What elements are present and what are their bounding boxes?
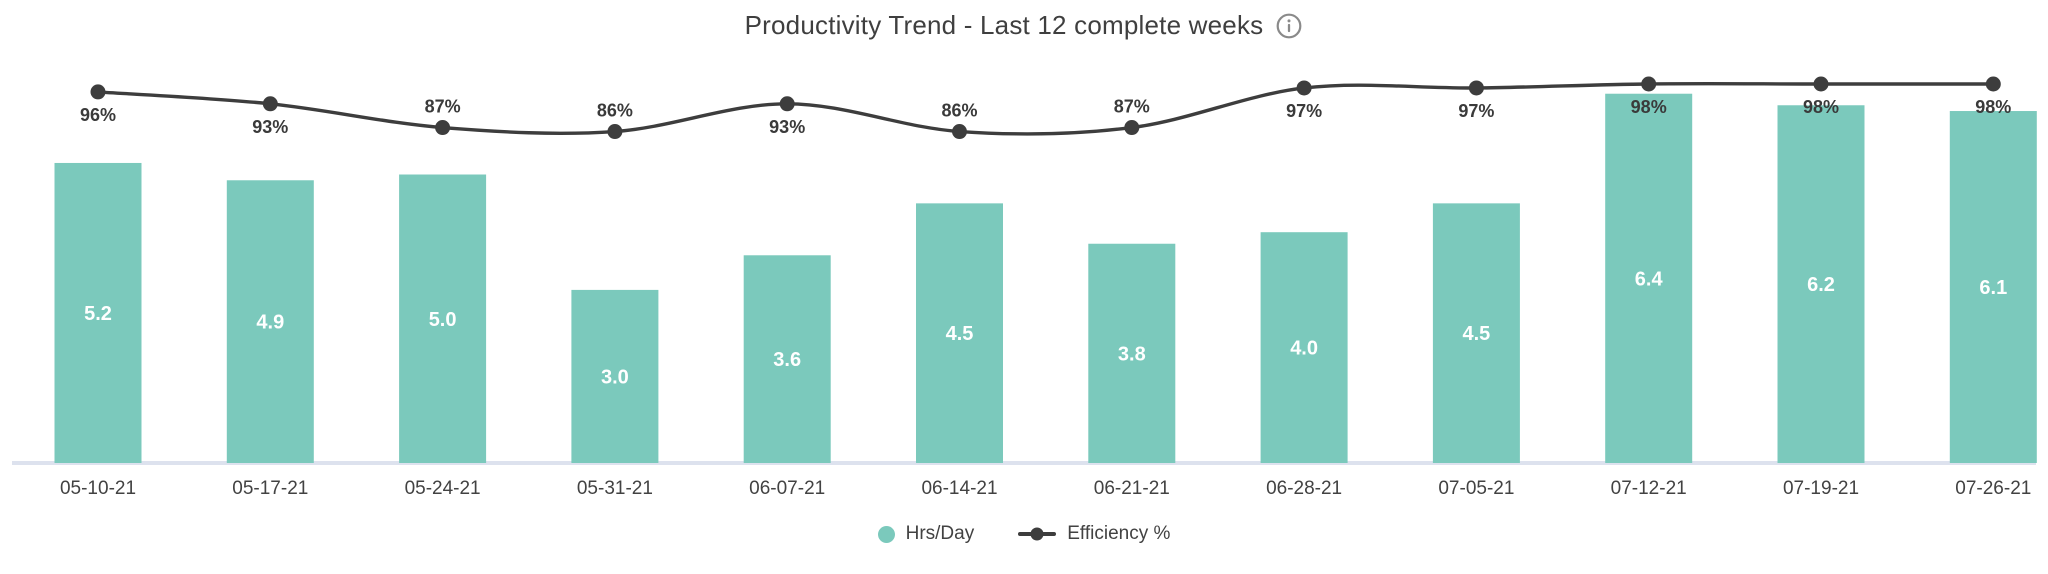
bar-value-label: 4.5 — [946, 323, 974, 345]
chart-header: Productivity Trend - Last 12 complete we… — [0, 10, 2048, 41]
efficiency-value-label: 87% — [1114, 97, 1150, 117]
efficiency-point-05-24-21[interactable] — [435, 120, 451, 136]
info-icon[interactable] — [1275, 12, 1303, 40]
efficiency-line — [97, 82, 1994, 136]
bar-07-26-21[interactable] — [1949, 111, 2037, 463]
chart-legend: Hrs/Day Efficiency % — [0, 523, 2048, 545]
bar-value-label: 5.0 — [429, 309, 457, 331]
x-axis-label: 05-17-21 — [232, 478, 308, 499]
bar-05-17-21[interactable] — [226, 180, 314, 463]
efficiency-point-05-10-21[interactable] — [90, 84, 106, 100]
bar-value-label: 6.2 — [1807, 274, 1835, 296]
efficiency-point-06-28-21[interactable] — [1296, 80, 1312, 96]
chart-plot-area: 5.2 05-10-21 4.9 05-17-21 5.0 05-24-21 3.0 05-3… — [12, 76, 2037, 499]
bar-05-31-21[interactable] — [571, 289, 659, 463]
x-axis-label: 06-28-21 — [1266, 478, 1342, 499]
efficiency-value-label: 97% — [1458, 101, 1494, 121]
efficiency-value-label: 97% — [1286, 101, 1322, 121]
bar-value-label: 6.4 — [1635, 268, 1664, 290]
efficiency-marker-icon — [1018, 527, 1057, 541]
legend-item-efficiency[interactable]: Efficiency % — [1018, 523, 1170, 545]
efficiency-value-label: 93% — [769, 117, 805, 137]
bar-07-05-21[interactable] — [1432, 203, 1520, 463]
efficiency-value-label: 96% — [80, 105, 116, 125]
x-axis-label: 05-24-21 — [405, 478, 481, 499]
bar-value-label: 4.5 — [1462, 323, 1490, 345]
x-axis-label: 06-07-21 — [749, 478, 825, 499]
legend-label-hrs-day: Hrs/Day — [905, 523, 975, 544]
legend-label-efficiency: Efficiency % — [1067, 523, 1171, 544]
efficiency-point-06-07-21[interactable] — [779, 96, 795, 112]
x-axis-label: 07-19-21 — [1783, 478, 1859, 499]
bar-value-label: 3.6 — [773, 349, 801, 371]
bar-05-24-21[interactable] — [399, 174, 487, 464]
efficiency-point-06-14-21[interactable] — [952, 124, 967, 140]
efficiency-point-07-19-21[interactable] — [1813, 76, 1829, 92]
bar-06-14-21[interactable] — [916, 203, 1003, 463]
bar-value-label: 6.1 — [1979, 277, 2007, 299]
efficiency-value-label: 86% — [597, 101, 633, 121]
legend-item-hrs-day[interactable]: Hrs/Day — [877, 523, 975, 545]
bar-value-label: 4.0 — [1290, 338, 1318, 360]
x-axis-label: 05-10-21 — [60, 478, 136, 499]
efficiency-point-07-12-21[interactable] — [1641, 76, 1657, 92]
efficiency-value-label: 87% — [425, 97, 461, 117]
efficiency-point-06-21-21[interactable] — [1124, 120, 1140, 136]
efficiency-value-label: 98% — [1631, 97, 1667, 117]
x-axis-label: 06-14-21 — [921, 478, 997, 499]
efficiency-value-label: 93% — [252, 117, 288, 137]
efficiency-point-07-05-21[interactable] — [1468, 80, 1484, 96]
bar-value-label: 3.0 — [601, 366, 629, 388]
x-axis-label: 07-26-21 — [1955, 478, 2031, 499]
x-axis-label: 06-21-21 — [1094, 478, 1170, 499]
bar-07-19-21[interactable] — [1777, 105, 1865, 463]
x-axis-label: 07-12-21 — [1611, 478, 1687, 499]
x-axis-label: 07-05-21 — [1438, 478, 1514, 499]
bar-value-label: 5.2 — [84, 303, 112, 325]
bar-05-10-21[interactable] — [54, 162, 142, 463]
bar-06-21-21[interactable] — [1088, 243, 1176, 463]
x-axis-label: 05-31-21 — [577, 478, 653, 499]
bar-06-07-21[interactable] — [743, 255, 831, 463]
bar-06-28-21[interactable] — [1260, 232, 1348, 463]
efficiency-value-label: 86% — [941, 101, 977, 121]
bar-value-label: 3.8 — [1118, 343, 1146, 365]
bar-value-label: 4.9 — [256, 312, 284, 334]
efficiency-value-label: 98% — [1803, 97, 1839, 117]
chart-title: Productivity Trend - Last 12 complete we… — [744, 10, 1264, 40]
efficiency-point-05-17-21[interactable] — [262, 96, 278, 112]
efficiency-point-07-26-21[interactable] — [1985, 76, 2001, 92]
bar-07-12-21[interactable] — [1605, 93, 1693, 463]
efficiency-value-label: 98% — [1975, 97, 2011, 117]
hrs-day-marker-icon — [877, 525, 895, 543]
efficiency-point-05-31-21[interactable] — [607, 124, 623, 140]
